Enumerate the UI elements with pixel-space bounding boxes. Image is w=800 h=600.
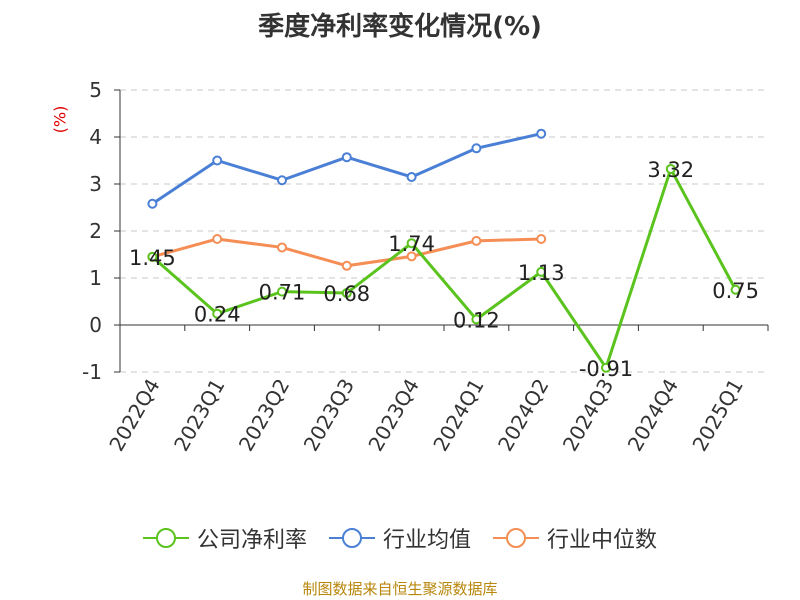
data-point — [536, 128, 547, 139]
x-tick-label: 2024Q2 — [493, 375, 553, 456]
data-point — [471, 235, 482, 246]
data-label: 0.71 — [259, 281, 306, 305]
x-tick-label: 2025Q1 — [687, 375, 747, 456]
data-point — [471, 314, 482, 325]
data-point — [277, 175, 287, 186]
x-tick-label: 2023Q3 — [299, 375, 359, 456]
data-point — [406, 171, 417, 182]
data-label: 0.12 — [453, 308, 500, 332]
data-point — [406, 238, 417, 249]
series-line — [151, 132, 542, 205]
data-point — [341, 260, 352, 271]
chart-title: 季度净利率变化情况(%) — [258, 12, 542, 42]
data-point — [665, 163, 676, 174]
legend-marker-company-net-margin — [142, 528, 189, 548]
data-label: 1.45 — [129, 246, 176, 270]
data-point — [536, 266, 547, 277]
data-label: 0.24 — [194, 303, 241, 327]
data-label: -0.91 — [579, 357, 633, 381]
legend-marker-industry-median — [493, 528, 539, 548]
x-tick-label: 2022Q4 — [104, 375, 164, 456]
legend: 公司净利率 行业均值 行业中位数 — [0, 522, 800, 554]
data-source-note: 制图数据来自恒生聚源数据库 — [302, 580, 498, 598]
data-point — [147, 198, 158, 209]
y-tick-label: 3 — [89, 172, 102, 196]
x-tick-label: 2024Q4 — [623, 375, 683, 456]
legend-label-industry-median: 行业中位数 — [547, 528, 658, 553]
legend-label-company-net-margin: 公司净利率 — [196, 528, 307, 553]
data-point — [212, 233, 223, 244]
y-tick-label: 4 — [89, 125, 102, 149]
legend-item-industry-mean[interactable]: 行业均值 — [328, 522, 471, 554]
x-tick-label: 2023Q2 — [234, 375, 294, 456]
x-tick-label: 2023Q1 — [169, 375, 229, 456]
data-label: 3.32 — [647, 158, 694, 182]
data-point — [471, 143, 482, 154]
data-point — [536, 233, 547, 244]
data-point — [212, 308, 223, 319]
legend-label-industry-mean: 行业均值 — [382, 528, 471, 553]
data-label: 1.74 — [388, 232, 435, 256]
data-point — [406, 251, 417, 262]
y-tick-label: 2 — [89, 219, 102, 243]
legend-item-industry-median[interactable]: 行业中位数 — [493, 522, 657, 554]
x-tick-label: 2024Q1 — [428, 375, 488, 456]
x-tick-label: 2023Q4 — [363, 375, 423, 456]
data-point — [601, 362, 611, 373]
y-tick-label: 1 — [89, 266, 102, 290]
y-tick-label: -1 — [82, 360, 102, 384]
data-point — [341, 288, 352, 299]
y-tick-label: 0 — [89, 313, 102, 337]
y-tick-label: 5 — [89, 78, 102, 102]
data-point — [341, 152, 352, 163]
data-point — [277, 286, 287, 297]
data-point — [277, 242, 287, 253]
legend-item-company-net-margin[interactable]: 公司净利率 — [142, 522, 307, 554]
data-point — [730, 284, 741, 295]
data-point — [212, 155, 223, 166]
data-label: 1.13 — [518, 261, 565, 285]
series-line — [151, 167, 737, 370]
data-label: 0.68 — [323, 282, 370, 306]
data-label: 0.75 — [712, 279, 759, 303]
data-point — [147, 251, 158, 262]
x-tick-label: 2024Q3 — [558, 375, 618, 456]
legend-marker-industry-mean — [328, 528, 375, 548]
